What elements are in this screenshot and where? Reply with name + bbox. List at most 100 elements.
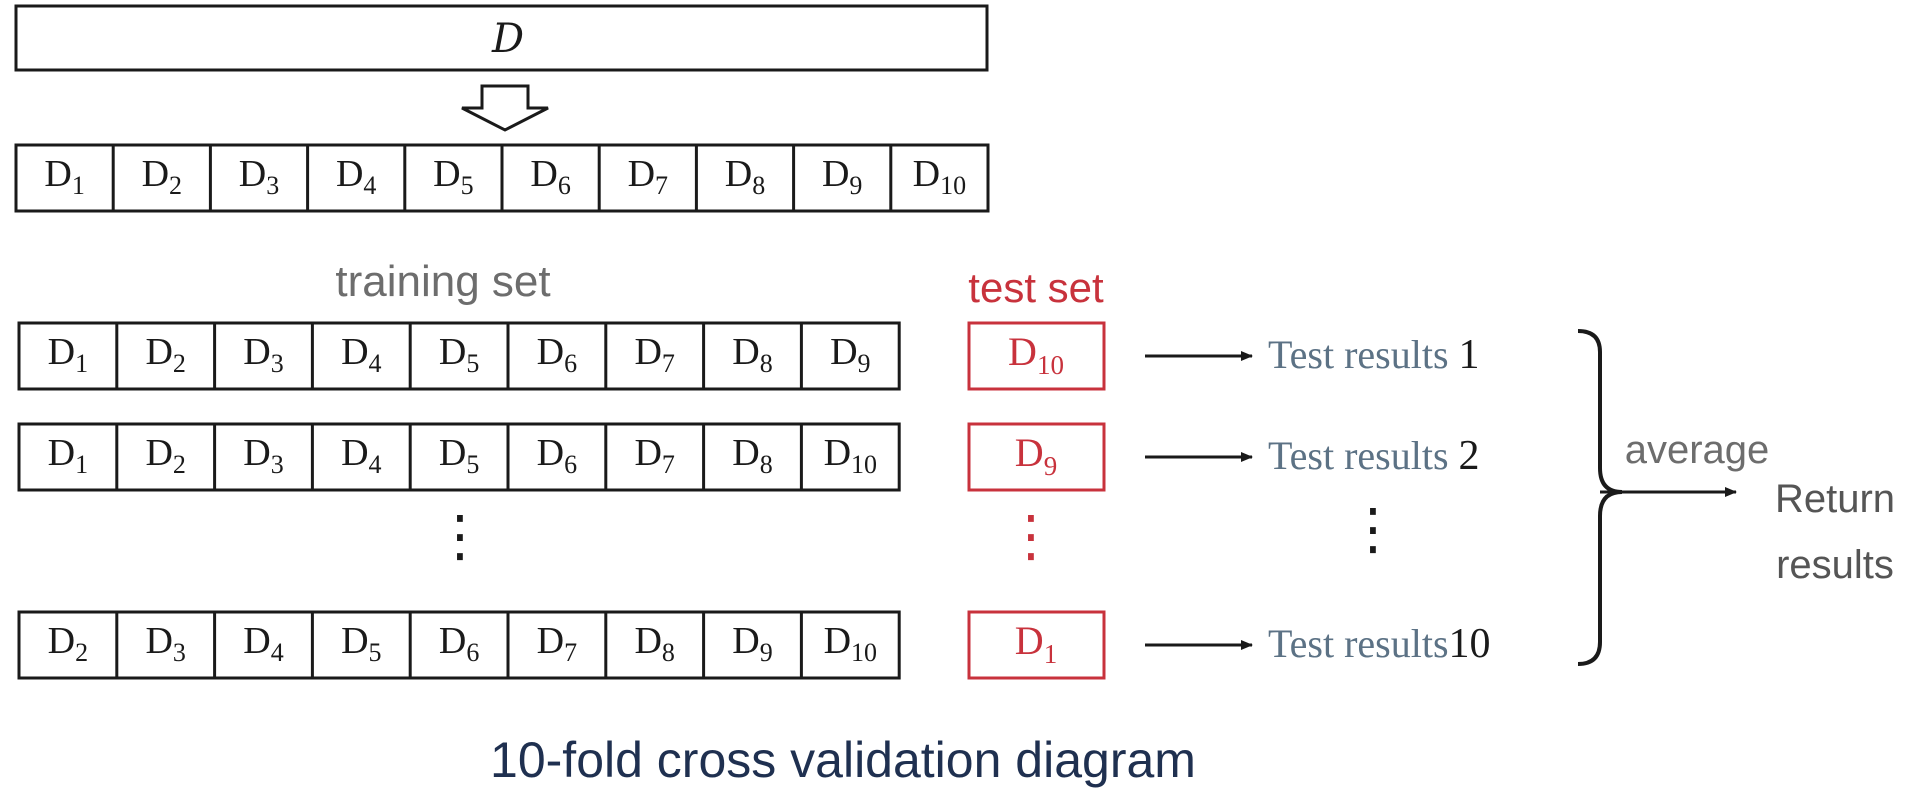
test-fold-box: D10 [967,321,1106,391]
fold-cell-label: D6 [530,153,570,200]
fold-cell-d4: D4 [306,145,376,211]
fold-cell-label: D3 [239,153,279,200]
train-row-1-cell-d4: D4 [310,323,382,389]
fold-cell-d3: D3 [208,145,279,211]
train-row-1-cell-d7: D7 [604,323,675,389]
train-row-2-cell-label: D8 [732,432,772,479]
train-row-2-cell-label: D5 [439,432,479,479]
train-row-1-cell-d8: D8 [702,323,773,389]
training-ellipsis: ⋮ [432,504,488,569]
return-label-line1: Return [1775,477,1895,521]
train-row-1-cell-d9: D9 [799,323,871,389]
results-brace [1577,329,1623,666]
fold-cell-label: D2 [142,153,182,200]
train-row-1-cell-label: D3 [243,331,283,378]
fold-cell-d6: D6 [500,145,571,211]
fold-cell-label: D9 [822,153,862,200]
test-fold-box: D9 [967,422,1106,492]
train-row-1-cell-label: D6 [537,331,577,378]
fold-cell-d1: D1 [44,153,84,200]
train-row-1-cell-label: D1 [48,331,88,378]
train-row-1-cell-d3: D3 [213,323,284,389]
train-row-2-cell-d3: D3 [213,424,284,490]
fold-cell-label: D4 [336,153,376,200]
test-set-label: test set [968,264,1104,311]
test-fold-label: D1 [1015,618,1057,669]
train-row-3-cell-d3: D3 [115,612,186,678]
train-row-1-cell-label: D2 [145,331,185,378]
results-ellipsis: ⋮ [1345,497,1401,562]
train-row-2-cell-d2: D2 [115,424,186,490]
train-row-2-cell-label: D3 [243,432,283,479]
train-row-3-cell-label: D10 [824,620,877,667]
test-fold-box: D1 [967,610,1106,680]
train-row-3-cell-d9: D9 [702,612,773,678]
train-row-1-cell-d5: D5 [408,323,479,389]
train-row-2-cell-d5: D5 [408,424,479,490]
test-fold-label: D10 [1008,329,1064,380]
train-row-1-cell-d6: D6 [506,323,577,389]
train-row-3-cell-label: D8 [634,620,674,667]
folds-row: D1 D2 D3 D4 D5 D6 D7 D8 D9 D10 [14,143,990,213]
train-row-3-frame [17,610,901,680]
split-arrow-icon [461,84,549,132]
test-result-label: Test results 2 [1268,433,1480,479]
train-row-3-cell-d10: D10 [799,612,877,678]
test-fold-label: D9 [1015,430,1057,481]
train-row-3-cell-label: D5 [341,620,381,667]
train-row-1-cell-label: D4 [341,331,381,378]
fold-cell-d8: D8 [694,145,765,211]
train-row-2-cell-d1: D1 [48,432,88,479]
fold-cell-d5: D5 [403,145,474,211]
iteration-row: D1 D2 D3 D4 D5 D6 D7 D8 D9 D10 Test results 1 [17,321,1480,391]
train-row-3-cell-d5: D5 [310,612,382,678]
fold-cell-d10: D10 [889,145,966,211]
test-result-label: Test results10 [1268,621,1491,667]
fold-cell-label: D5 [433,153,473,200]
train-row-1-cell-label: D9 [830,331,870,378]
train-row-3-cell-label: D9 [732,620,772,667]
fold-cell-label: D7 [628,153,668,200]
return-label-line2: results [1776,543,1894,587]
train-row-1-cell-label: D5 [439,331,479,378]
train-row-2-cell-d7: D7 [604,424,675,490]
test-ellipsis: ⋮ [1003,504,1059,569]
test-result-label: Test results 1 [1268,332,1480,378]
fold-cell-d9: D9 [792,145,862,211]
average-label: average [1625,428,1770,472]
fold-cell-label: D10 [913,153,966,200]
fold-cell-d2: D2 [111,145,182,211]
train-row-3-cell-label: D4 [243,620,283,667]
train-row-2-cell-label: D4 [341,432,381,479]
train-row-2-cell-d10: D10 [799,424,877,490]
train-row-3-cell-d4: D4 [213,612,284,678]
fold-cell-d7: D7 [597,145,668,211]
train-row-1-cell-label: D7 [634,331,674,378]
train-row-2-cell-label: D2 [145,432,185,479]
train-row-2-frame [17,422,901,492]
train-row-1-cell-d2: D2 [115,323,186,389]
train-row-2-cell-label: D1 [48,432,88,479]
train-row-2-cell-label: D6 [537,432,577,479]
diagram-caption: 10-fold cross validation diagram [490,732,1196,788]
train-row-3-cell-label: D6 [439,620,479,667]
train-row-3-cell-d7: D7 [506,612,577,678]
train-row-3-cell-d6: D6 [408,612,479,678]
train-row-1-cell-d1: D1 [48,331,88,378]
train-row-3-cell-d2: D2 [48,620,88,667]
train-row-3-cell-label: D7 [537,620,577,667]
train-row-3-cell-label: D3 [145,620,185,667]
train-row-3-cell-d8: D8 [604,612,675,678]
train-row-2-cell-d4: D4 [310,424,382,490]
iteration-rows: D1 D2 D3 D4 D5 D6 D7 D8 D9 D10 Test results 1D1 D2 D… [17,321,1491,680]
training-set-label: training set [335,257,550,306]
iteration-row: D2 D3 D4 D5 D6 D7 D8 D9 D10 D1 Test results10 [17,610,1491,680]
train-row-3-cell-label: D2 [48,620,88,667]
train-row-1-cell-label: D8 [732,331,772,378]
fold-cell-label: D1 [44,153,84,200]
train-row-2-cell-label: D10 [824,432,877,479]
full-dataset-box: D [14,4,989,72]
train-row-1-frame [17,321,901,391]
iteration-row: D1 D2 D3 D4 D5 D6 D7 D8 D10 D9 Test results 2 [17,422,1480,492]
